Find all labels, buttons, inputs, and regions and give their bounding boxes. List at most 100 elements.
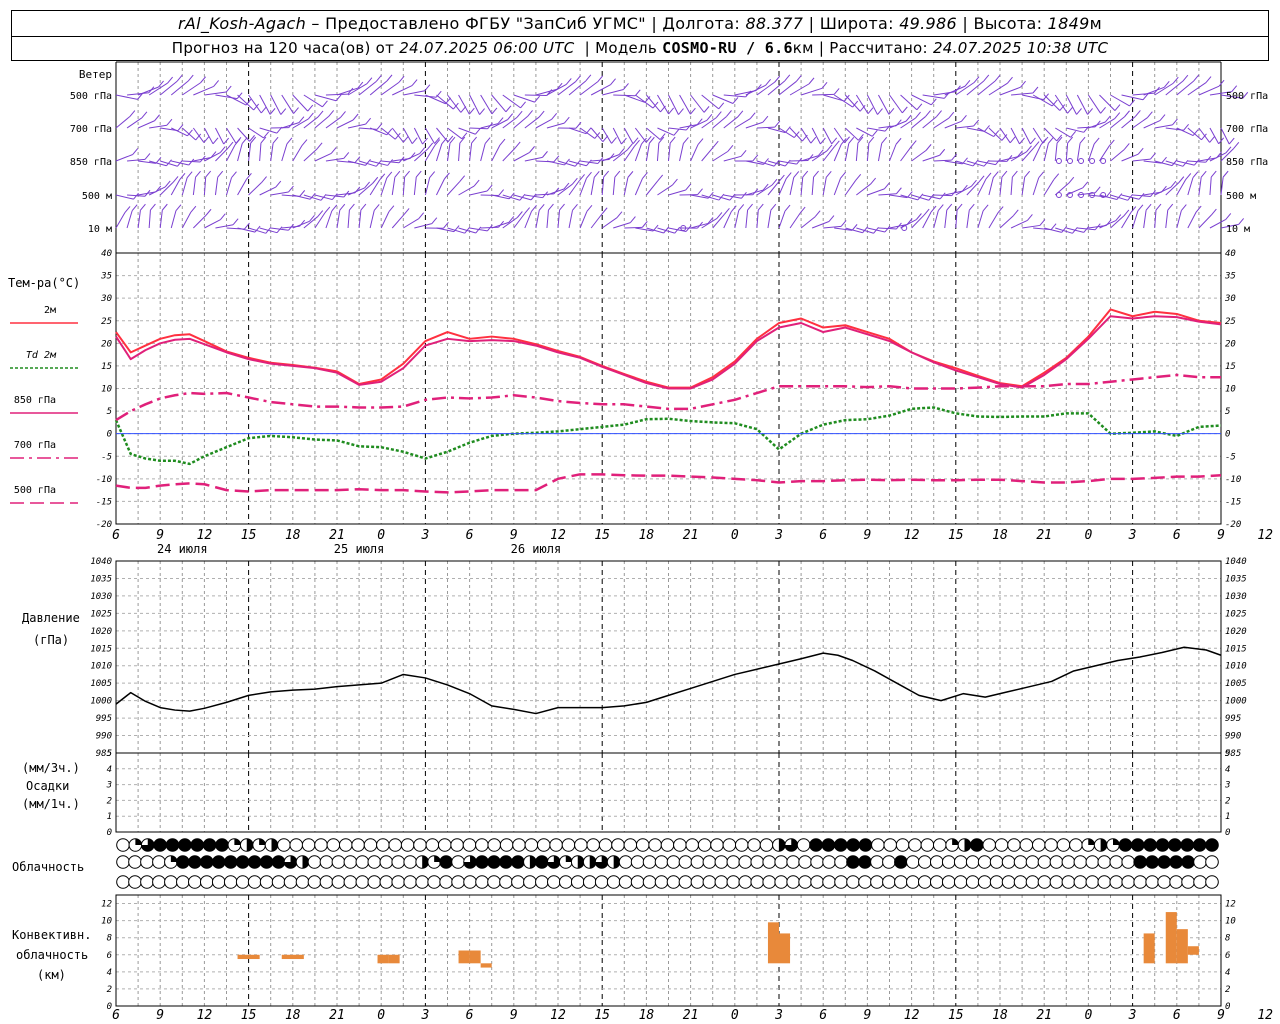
wind-barb [1077,192,1096,196]
cloud-cover-symbol [1031,838,1046,852]
press-ytick-right: 1035 [1225,574,1247,584]
wind-barb-flag [415,170,422,178]
wind-barb [535,88,558,96]
wind-barb-flag [1070,130,1077,138]
provider: Предоставлено ФГБУ "ЗапСиб УГМС" [325,14,646,33]
wind-barb [314,94,337,102]
cloud-cover-fill [259,838,266,845]
cloud-cover-symbol [235,875,250,889]
temp-ytick-left: 5 [107,407,112,417]
wind-barb [436,127,449,143]
wind-barb [977,80,996,96]
wind-barb [855,143,859,162]
temp-xtick: 0 [1084,528,1092,543]
cloud-cover-symbol [259,875,274,889]
wind-barb [1021,147,1035,162]
wind-barb [679,143,684,162]
wind-barb-flag [593,170,600,178]
cloud-cover-symbol [1109,875,1124,889]
wind-barb-flag [645,136,652,143]
conv-xtick: 18 [639,1008,655,1023]
cloud-cover-symbol [846,855,860,869]
wind-barb-flag [1032,86,1039,94]
cloud-cover-symbol [1085,855,1100,869]
wind-barb-flag [563,182,570,190]
cloud-cover-symbol [140,875,154,889]
wind-barb-flag [340,111,346,118]
wind-barb [458,94,470,115]
day-label: 26 июля [511,542,562,556]
wind-barb-flag [621,137,627,145]
wind-barb-flag [164,180,171,188]
cloud-cover-symbol [427,875,441,889]
wind-barb [690,222,709,229]
wind-barb-flag [611,137,617,144]
wind-barb [657,94,670,115]
wind-barb-flag [422,137,428,145]
temp-ytick-right: 30 [1224,294,1236,304]
wind-barb-flag [140,203,146,211]
wind-barb [734,118,751,129]
temp-xtick: 6 [1173,528,1181,543]
wind-barb-flag [716,212,723,219]
wind-barb [193,86,214,96]
temp-xtick: 21 [1036,528,1052,543]
cloud-cover-symbol [549,838,563,852]
cloud-cover-symbol [606,875,621,889]
wind-barb-flag [848,137,855,144]
wind-barb [944,160,963,165]
wind-barb [646,94,661,113]
wind-barb-flag [564,158,570,166]
cloud-cover-symbol [1097,855,1112,869]
wind-barb-flag [1209,136,1215,143]
cloud-cover-symbol [277,838,291,852]
cloud-cover-symbol [1181,855,1195,869]
wind-barb-flag [288,185,294,193]
cloud-cover-symbol [1007,838,1021,852]
wind-barb-flag [852,100,859,108]
conv-ytick-right: 4 [1225,968,1230,978]
wind-barb-flag [1225,146,1232,154]
wind-barb-flag [1171,159,1178,166]
wind-barb-flag [1167,203,1174,211]
cloud-cover-symbol [734,838,749,852]
cloud-cover-symbol [164,875,178,889]
wind-barb [701,194,720,201]
wind-barb [469,190,488,196]
wind-barb-flag [203,136,210,143]
temp-ytick-right: -5 [1225,452,1236,462]
wind-calm-circle [1078,158,1085,164]
lon-label: Долгота: [662,14,741,33]
wind-barb-flag [508,216,515,223]
temp-ytick-left: -20 [96,520,112,530]
wind-barb-flag [859,104,866,112]
wind-barb-flag [1130,206,1137,213]
cloud-cover-symbol [822,875,836,889]
wind-barb [911,116,926,129]
wind-barb [557,210,561,229]
conv-ytick-left: 10 [101,917,112,927]
wind-barb [215,147,229,162]
cloud-cover-symbol [1133,855,1147,869]
convective-bar [281,954,304,960]
cloud-cover-symbol [536,838,551,852]
wind-barb-flag [188,158,195,166]
cloud-cover-symbol [165,838,180,852]
wind-barb [1132,117,1148,129]
wind-barb [1076,143,1081,162]
wind-barb [314,116,330,129]
wind-barb-flag [1082,181,1089,189]
cloud-cover-fill [529,855,537,869]
wind-barb [226,177,232,196]
wind-barb [314,152,332,162]
wind-barb [447,94,462,113]
wind-barb-flag [398,75,405,83]
wind-barb-flag [840,138,847,145]
wind-barb [922,116,937,129]
temp-title: Тем-ра(°С) [8,276,80,290]
wind-barb [999,127,1011,144]
wind-barb [535,210,540,229]
wind-barb-flag [814,210,821,218]
conv-xtick: 3 [1128,1008,1137,1023]
cloud-cover-symbol [894,875,908,889]
